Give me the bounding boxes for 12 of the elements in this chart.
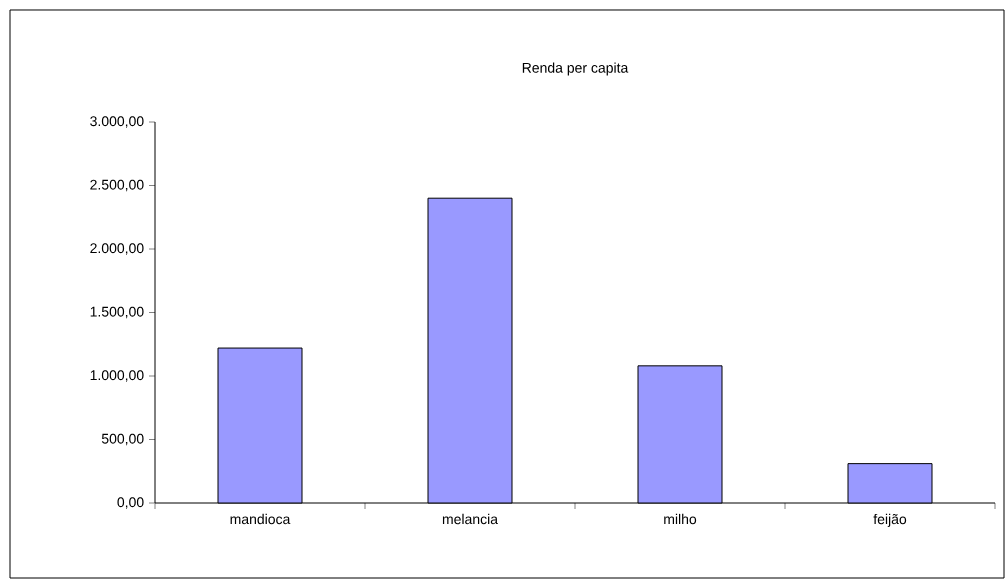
x-tick-label: milho	[664, 513, 697, 525]
y-tick-label: 500,00	[101, 433, 144, 446]
y-tick-label: 1.500,00	[90, 306, 144, 319]
x-tick-label: mandioca	[230, 513, 291, 525]
y-tick-label: 1.000,00	[90, 370, 144, 382]
y-tick-label: 0,00	[117, 497, 144, 509]
y-tick-label: 2.500,00	[90, 179, 144, 192]
y-tick-label: 2.000,00	[90, 243, 144, 255]
x-tick-label: feijão	[873, 513, 907, 527]
x-tick-label: melancia	[442, 513, 498, 525]
chart-title: Renda per capita	[522, 62, 629, 76]
y-tick-label: 3.000,00	[90, 116, 144, 128]
